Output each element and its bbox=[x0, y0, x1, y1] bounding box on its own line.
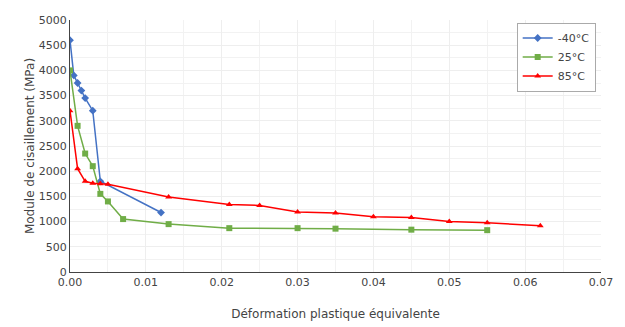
svg-text:0.05: 0.05 bbox=[437, 276, 462, 289]
svg-text:-40°C: -40°C bbox=[558, 32, 589, 45]
svg-text:0.04: 0.04 bbox=[361, 276, 386, 289]
svg-text:0.02: 0.02 bbox=[209, 276, 234, 289]
svg-text:5000: 5000 bbox=[39, 14, 67, 27]
svg-text:25°C: 25°C bbox=[558, 51, 585, 64]
svg-text:2000: 2000 bbox=[39, 165, 67, 178]
svg-text:0.06: 0.06 bbox=[513, 276, 538, 289]
svg-text:4000: 4000 bbox=[39, 64, 67, 77]
svg-text:4500: 4500 bbox=[39, 39, 67, 52]
svg-text:3000: 3000 bbox=[39, 115, 67, 128]
svg-text:0.07: 0.07 bbox=[589, 276, 614, 289]
svg-text:85°C: 85°C bbox=[558, 70, 585, 83]
svg-text:500: 500 bbox=[46, 241, 67, 254]
svg-text:1000: 1000 bbox=[39, 215, 67, 228]
svg-text:Module de cisaillement (MPa): Module de cisaillement (MPa) bbox=[23, 58, 37, 234]
svg-text:0.00: 0.00 bbox=[58, 276, 83, 289]
svg-text:Déformation plastique équivale: Déformation plastique équivalente bbox=[231, 307, 440, 321]
svg-text:0.03: 0.03 bbox=[285, 276, 310, 289]
svg-text:2500: 2500 bbox=[39, 140, 67, 153]
svg-text:1500: 1500 bbox=[39, 190, 67, 203]
svg-text:3500: 3500 bbox=[39, 89, 67, 102]
svg-text:0.01: 0.01 bbox=[134, 276, 159, 289]
svg-text:0: 0 bbox=[60, 266, 67, 279]
